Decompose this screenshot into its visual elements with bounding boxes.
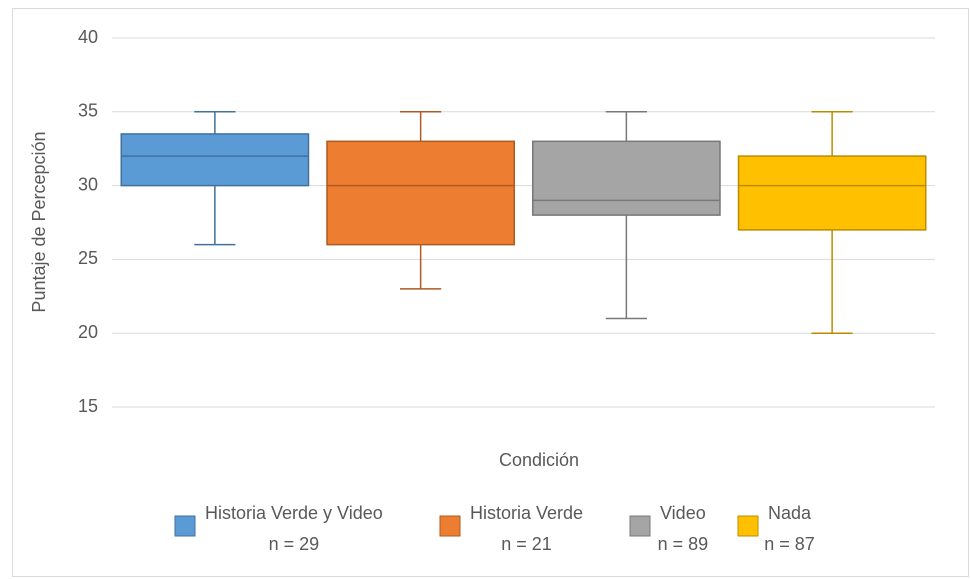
box (737, 155, 927, 231)
y-tick-label: 40 (78, 27, 98, 47)
legend-note: n = 87 (764, 534, 815, 554)
box (532, 140, 721, 216)
box (120, 133, 310, 187)
y-tick-label: 20 (78, 322, 98, 342)
legend-swatch (439, 515, 461, 537)
x-axis-title: Condición (499, 450, 579, 470)
legend-note: n = 29 (269, 534, 320, 554)
legend-swatch (629, 515, 651, 537)
chart-frame (12, 8, 969, 577)
y-tick-label: 15 (78, 396, 98, 416)
y-tick-label: 35 (78, 101, 98, 121)
legend-note: n = 21 (501, 534, 552, 554)
legend-swatch (737, 515, 759, 537)
y-axis-title: Puntaje de Percepción (29, 131, 49, 312)
legend-label: Video (660, 503, 706, 523)
legend-label: Historia Verde y Video (205, 503, 383, 523)
y-tick-label: 25 (78, 248, 98, 268)
legend-note: n = 89 (658, 534, 709, 554)
legend-swatch (174, 515, 196, 537)
y-tick-label: 30 (78, 174, 98, 194)
legend-label: Nada (768, 503, 812, 523)
legend-label: Historia Verde (470, 503, 583, 523)
box (326, 140, 515, 246)
